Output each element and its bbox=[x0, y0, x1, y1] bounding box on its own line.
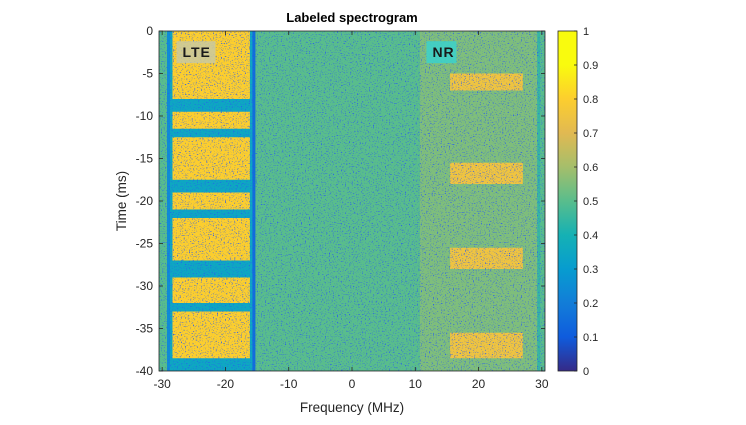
lte-label-box bbox=[176, 41, 216, 64]
lte-band-label: LTE bbox=[182, 44, 210, 60]
x-tick-label: 20 bbox=[472, 377, 486, 391]
colorbar-tick-label: 0.1 bbox=[583, 332, 598, 344]
x-tick-label: -20 bbox=[217, 377, 235, 391]
y-tick-label: -35 bbox=[136, 322, 154, 336]
colorbar-tick-label: 0.8 bbox=[583, 94, 598, 106]
colorbar-tick-label: 0.6 bbox=[583, 162, 598, 174]
x-tick-label: -30 bbox=[153, 377, 171, 391]
colorbar-tick-label: 0.5 bbox=[583, 196, 598, 208]
chart-title: Labeled spectrogram bbox=[286, 10, 418, 25]
nr-label-box bbox=[426, 41, 457, 64]
x-tick-label: -10 bbox=[280, 377, 298, 391]
y-tick-label: 0 bbox=[146, 24, 153, 38]
nr-band-label: NR bbox=[432, 44, 454, 60]
y-tick-label: -30 bbox=[136, 279, 154, 293]
speckle-noise bbox=[159, 31, 545, 371]
x-axis-label: Frequency (MHz) bbox=[300, 400, 404, 415]
colorbar-tick-label: 0.3 bbox=[583, 264, 598, 276]
colorbar-tick-label: 0.2 bbox=[583, 298, 598, 310]
colorbar-tick-label: 0 bbox=[583, 366, 589, 378]
colorbar-tick-label: 0.9 bbox=[583, 60, 598, 72]
x-tick-label: 30 bbox=[535, 377, 549, 391]
y-axis-label: Time (ms) bbox=[114, 171, 129, 231]
y-tick-label: -5 bbox=[142, 67, 153, 81]
colorbar-tick-label: 1 bbox=[583, 26, 589, 38]
colorbar: 0 0.1 0.2 0.3 0.4 0.5 0.6 0.7 0.8 0.9 1 bbox=[557, 26, 598, 378]
x-tick-label: 0 bbox=[349, 377, 356, 391]
y-tick-label: -20 bbox=[136, 194, 154, 208]
y-tick-label: -15 bbox=[136, 152, 154, 166]
colorbar-tick-label: 0.7 bbox=[583, 128, 598, 140]
y-tick-label: -25 bbox=[136, 237, 154, 251]
x-tick-label: 10 bbox=[409, 377, 423, 391]
y-tick-label: -10 bbox=[136, 109, 154, 123]
colorbar-tick-label: 0.4 bbox=[583, 230, 598, 242]
spectrogram-plot-area bbox=[159, 31, 545, 371]
y-tick-label: -40 bbox=[136, 364, 154, 378]
